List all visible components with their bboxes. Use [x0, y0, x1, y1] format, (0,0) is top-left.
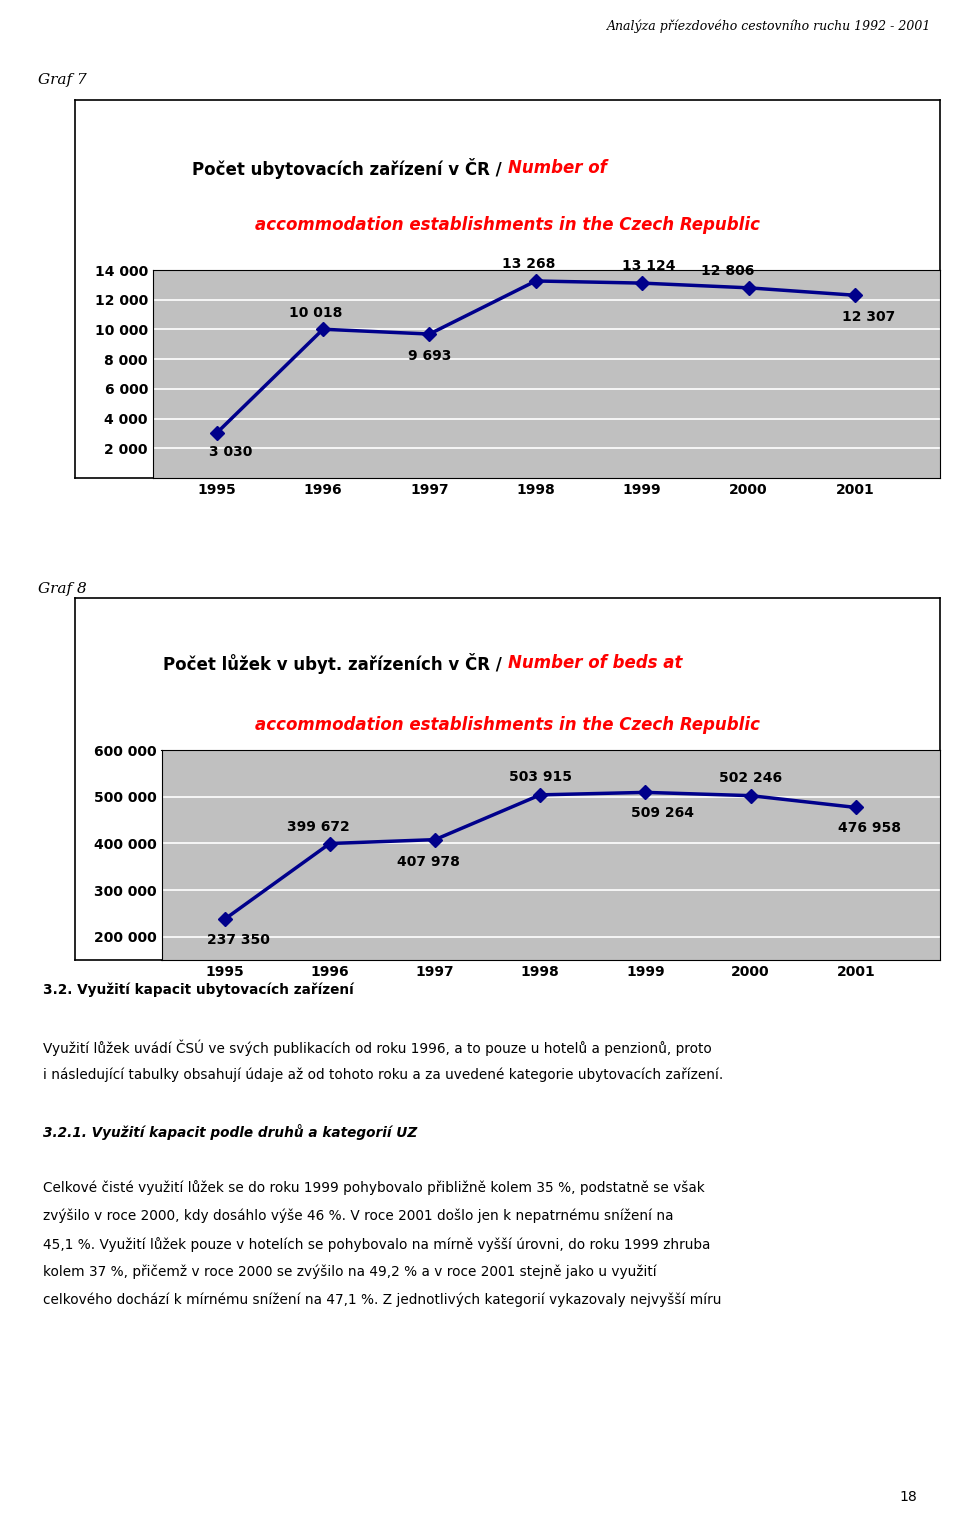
Text: 3 030: 3 030 [209, 445, 252, 459]
Text: 12 307: 12 307 [842, 311, 896, 325]
Text: 237 350: 237 350 [207, 933, 270, 946]
Text: 12 806: 12 806 [701, 264, 755, 279]
Text: 502 246: 502 246 [719, 771, 782, 785]
Text: 399 672: 399 672 [287, 820, 350, 834]
Text: 13 124: 13 124 [622, 259, 676, 273]
Text: kolem 37 %, přičemž v roce 2000 se zvýšilo na 49,2 % a v roce 2001 stejně jako u: kolem 37 %, přičemž v roce 2000 se zvýši… [43, 1265, 657, 1279]
Text: 407 978: 407 978 [396, 855, 460, 869]
Text: i následující tabulky obsahují údaje až od tohoto roku a za uvedené kategorie ub: i následující tabulky obsahují údaje až … [43, 1067, 724, 1082]
Text: 476 958: 476 958 [838, 821, 901, 835]
Text: 503 915: 503 915 [509, 770, 572, 783]
Text: 509 264: 509 264 [631, 806, 693, 820]
Text: 10 018: 10 018 [289, 306, 343, 320]
Text: Number of beds at: Number of beds at [508, 654, 682, 672]
Text: 3.2. Využití kapacit ubytovacích zařízení: 3.2. Využití kapacit ubytovacích zařízen… [43, 983, 354, 997]
Text: accommodation establishments in the Czech Republic: accommodation establishments in the Czec… [255, 216, 760, 233]
Text: Analýza příezdového cestovního ruchu 1992 - 2001: Analýza příezdového cestovního ruchu 199… [607, 18, 931, 32]
Text: 13 268: 13 268 [502, 258, 556, 271]
Text: celkového dochází k mírnému snížení na 47,1 %. Z jednotlivých kategorií vykazova: celkového dochází k mírnému snížení na 4… [43, 1292, 722, 1308]
Text: 9 693: 9 693 [408, 349, 451, 363]
Text: 3.2.1. Využití kapacit podle druhů a kategorií UZ: 3.2.1. Využití kapacit podle druhů a kat… [43, 1123, 418, 1140]
Text: Počet lůžek v ubyt. zařízeních v ČR /: Počet lůžek v ubyt. zařízeních v ČR / [163, 652, 508, 674]
Text: zvýšilo v roce 2000, kdy dosáhlo výše 46 %. V roce 2001 došlo jen k nepatrnému s: zvýšilo v roce 2000, kdy dosáhlo výše 46… [43, 1209, 674, 1222]
Text: Počet ubytovacích zařízení v ČR /: Počet ubytovacích zařízení v ČR / [192, 157, 508, 178]
Text: 18: 18 [900, 1490, 917, 1504]
Text: Graf 7: Graf 7 [38, 73, 87, 87]
Text: accommodation establishments in the Czech Republic: accommodation establishments in the Czec… [255, 716, 760, 733]
Text: Celkové čisté využití lůžek se do roku 1999 pohybovalo přibližně kolem 35 %, pod: Celkové čisté využití lůžek se do roku 1… [43, 1180, 705, 1195]
Text: Number of: Number of [508, 158, 607, 177]
Text: 45,1 %. Využití lůžek pouze v hotelích se pohybovalo na mírně vyšší úrovni, do r: 45,1 %. Využití lůžek pouze v hotelích s… [43, 1236, 710, 1251]
Text: Graf 8: Graf 8 [38, 582, 87, 596]
Text: Využití lůžek uvádí ČSÚ ve svých publikacích od roku 1996, a to pouze u hotelů a: Využití lůžek uvádí ČSÚ ve svých publika… [43, 1039, 712, 1056]
